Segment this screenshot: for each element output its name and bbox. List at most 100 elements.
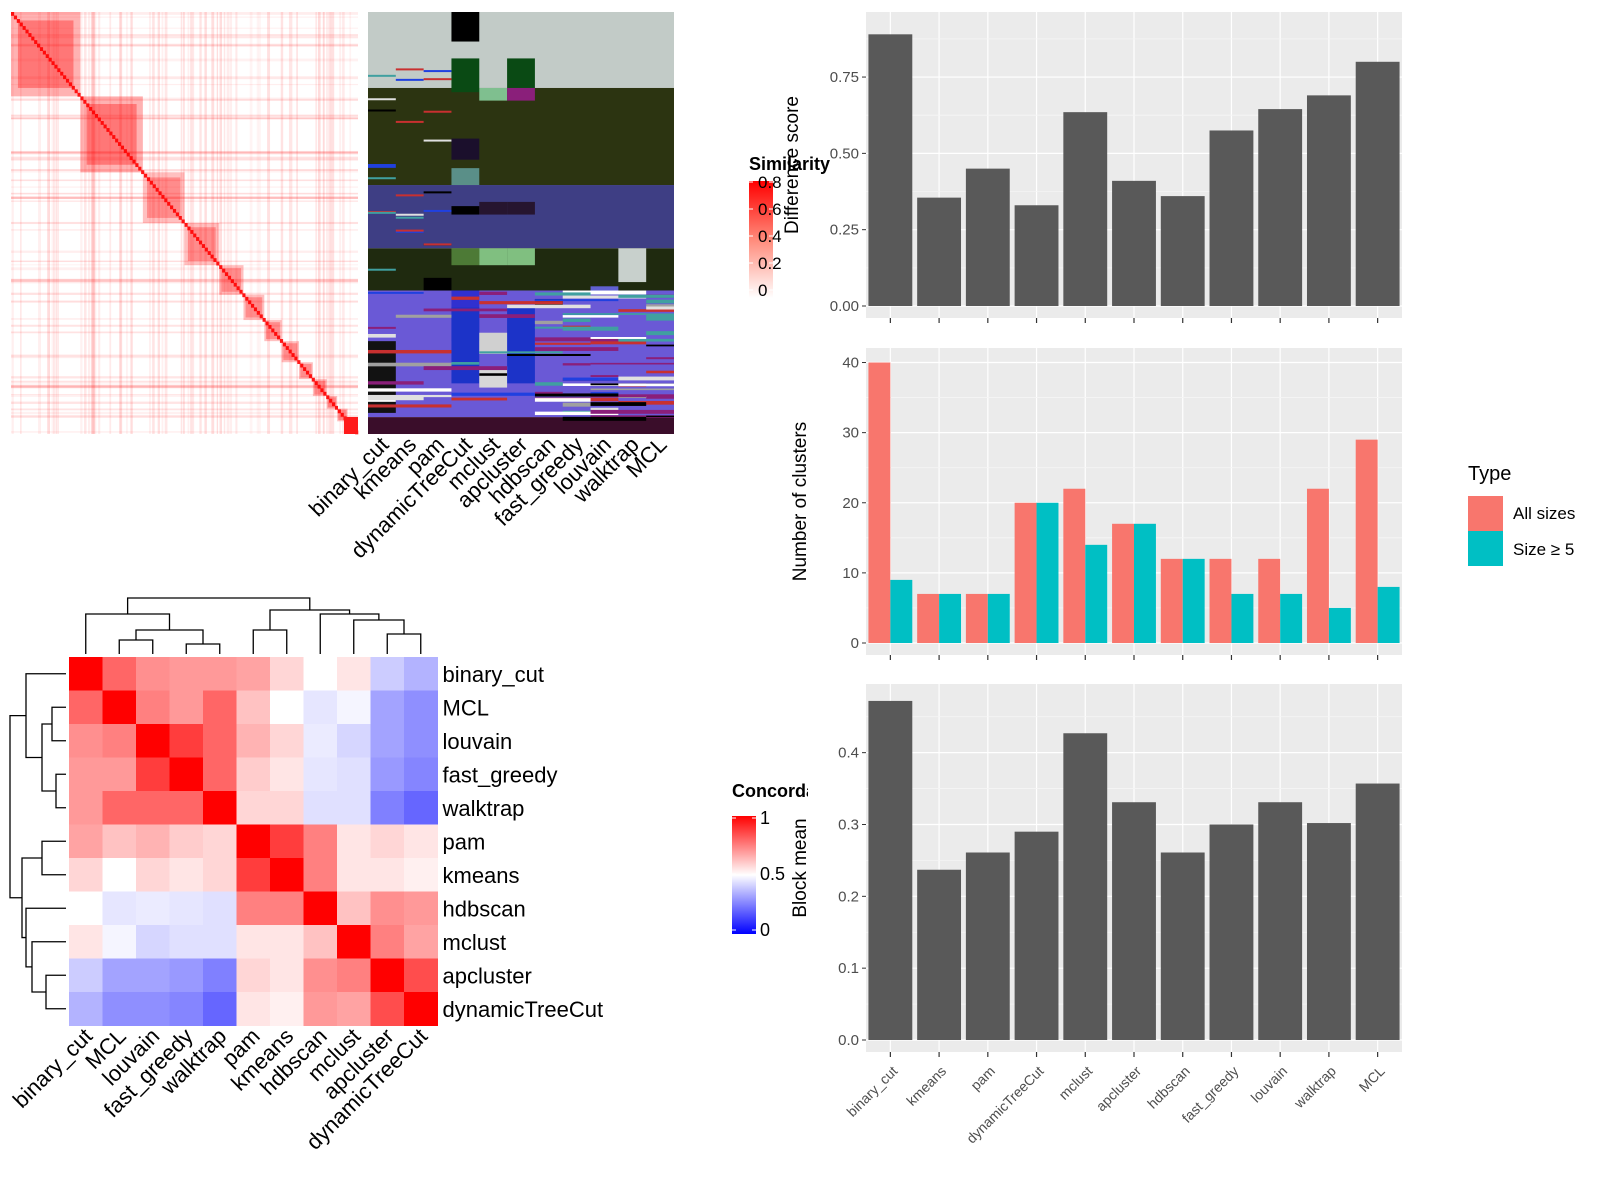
dendrogram-branch <box>85 613 171 654</box>
concordance-cell <box>337 958 371 993</box>
type-legend-key-all-sizes <box>1468 496 1503 531</box>
x-tick-label-louvain: louvain <box>1248 1063 1291 1106</box>
concordance-cell <box>337 824 371 859</box>
row-label-MCL: MCL <box>443 695 489 720</box>
concordance-cell <box>404 958 438 993</box>
dendrogram-branch <box>31 941 66 993</box>
cluster-method-labels: binary_cutkmeanspamdynamicTreeCutmclusta… <box>304 432 672 563</box>
x-tick-label-hdbscan: hdbscan <box>1144 1063 1193 1112</box>
concordance-cell <box>236 858 271 892</box>
bar-hdbscan <box>1160 196 1205 306</box>
bar-kmeans <box>917 197 962 306</box>
dendrogram-branch <box>353 619 405 654</box>
concordance-cell <box>236 891 271 926</box>
concordance-cell <box>303 824 338 859</box>
concordance-cell <box>236 958 271 993</box>
concordance-cell <box>136 824 170 859</box>
concordance-cell <box>136 858 170 892</box>
concordance-cell <box>69 891 103 926</box>
concordance-cell <box>169 925 204 959</box>
concordance-cell <box>102 891 137 926</box>
row-label-apcluster: apcluster <box>443 963 532 988</box>
bar-louvain-all-sizes <box>1258 558 1281 643</box>
concordance-cell <box>303 791 338 825</box>
x-tick-label-MCL: MCL <box>1356 1063 1388 1095</box>
y-tick-label: 0.25 <box>830 222 859 239</box>
concordance-cell <box>203 958 237 993</box>
bar-hdbscan <box>1160 852 1205 1040</box>
concordance-cell <box>69 791 103 825</box>
x-tick-label-walktrap: walktrap <box>1290 1063 1339 1112</box>
concordance-cell <box>370 757 405 792</box>
similarity-tick-label: 0.6 <box>758 200 782 219</box>
concordance-cell <box>337 757 371 792</box>
concordance-cell <box>203 891 237 926</box>
similarity-tick-label: 0.8 <box>758 173 782 192</box>
concordance-cell <box>169 858 204 892</box>
concordance-cell <box>337 690 371 725</box>
concordance-cell <box>337 724 371 758</box>
concordance-cell <box>69 690 103 725</box>
bar-louvain <box>1258 109 1303 307</box>
y-axis-label: Number of clusters <box>790 422 811 581</box>
concordance-cell <box>337 925 371 959</box>
concordance-cell <box>169 657 204 691</box>
x-tick-label-kmeans: kmeans <box>903 1063 949 1109</box>
bar-fast_greedy-size-5 <box>1231 593 1254 643</box>
bar-walktrap-size-5 <box>1328 607 1351 643</box>
concordance-cell <box>69 824 103 859</box>
concordance-cell <box>102 824 137 859</box>
concordance-cell <box>69 657 103 691</box>
concordance-cell <box>370 992 405 1026</box>
bar-louvain <box>1258 802 1303 1040</box>
y-tick-label: 0.0 <box>838 1032 859 1049</box>
concordance-cell <box>102 992 137 1026</box>
dendrogram-branch <box>386 633 422 654</box>
concordance-cell <box>236 824 271 859</box>
concordance-cell <box>270 958 304 993</box>
similarity-colorbar <box>749 181 773 298</box>
concordance-cell <box>270 891 304 926</box>
bar-MCL <box>1355 783 1400 1040</box>
bar-dynamicTreeCut <box>1014 831 1059 1040</box>
concordance-cell <box>136 791 170 825</box>
concordance-cell <box>203 791 237 825</box>
cluster-band <box>368 87 674 186</box>
bar-binary_cut-size-5 <box>890 579 913 643</box>
similarity-tick-label: 0.4 <box>758 227 782 246</box>
dendrogram-branch <box>269 609 351 630</box>
concordance-cell <box>303 757 338 792</box>
concordance-cell <box>102 791 137 825</box>
concordance-cell <box>69 858 103 892</box>
concordance-row-labels: binary_cut MCL louvain fast_greedy walktrap p… <box>442 662 604 1022</box>
concordance-cell <box>303 958 338 993</box>
concordance-cell <box>303 992 338 1026</box>
concordance-tick-label: 0.5 <box>760 864 785 884</box>
bar-pam-size-5 <box>987 593 1010 643</box>
y-tick-label: 0 <box>851 635 859 652</box>
concordance-cell <box>203 657 237 691</box>
y-tick-label: 30 <box>842 425 859 442</box>
bar-fast_greedy <box>1209 824 1254 1040</box>
concordance-cell <box>236 757 271 792</box>
dendrogram-branch <box>25 673 66 759</box>
x-tick-label-pam: pam <box>967 1063 998 1094</box>
concordance-cell <box>69 757 103 792</box>
bar-louvain-size-5 <box>1280 593 1303 643</box>
y-tick-label: 0.2 <box>838 888 859 905</box>
concordance-cell <box>69 958 103 993</box>
row-label-walktrap: walktrap <box>442 796 525 821</box>
bar-walktrap-all-sizes <box>1306 488 1329 643</box>
row-label-kmeans: kmeans <box>443 863 520 888</box>
row-label-mclust: mclust <box>443 930 507 955</box>
bar-fast_greedy-all-sizes <box>1209 558 1232 643</box>
bar-walktrap <box>1306 823 1351 1040</box>
concordance-cell <box>169 757 204 792</box>
concordance-cell <box>203 858 237 892</box>
concordance-cell <box>337 992 371 1026</box>
dendrogram-branch <box>118 639 154 654</box>
concordance-cell <box>270 657 304 691</box>
concordance-cell <box>102 657 137 691</box>
row-label-binary_cut: binary_cut <box>443 662 545 687</box>
